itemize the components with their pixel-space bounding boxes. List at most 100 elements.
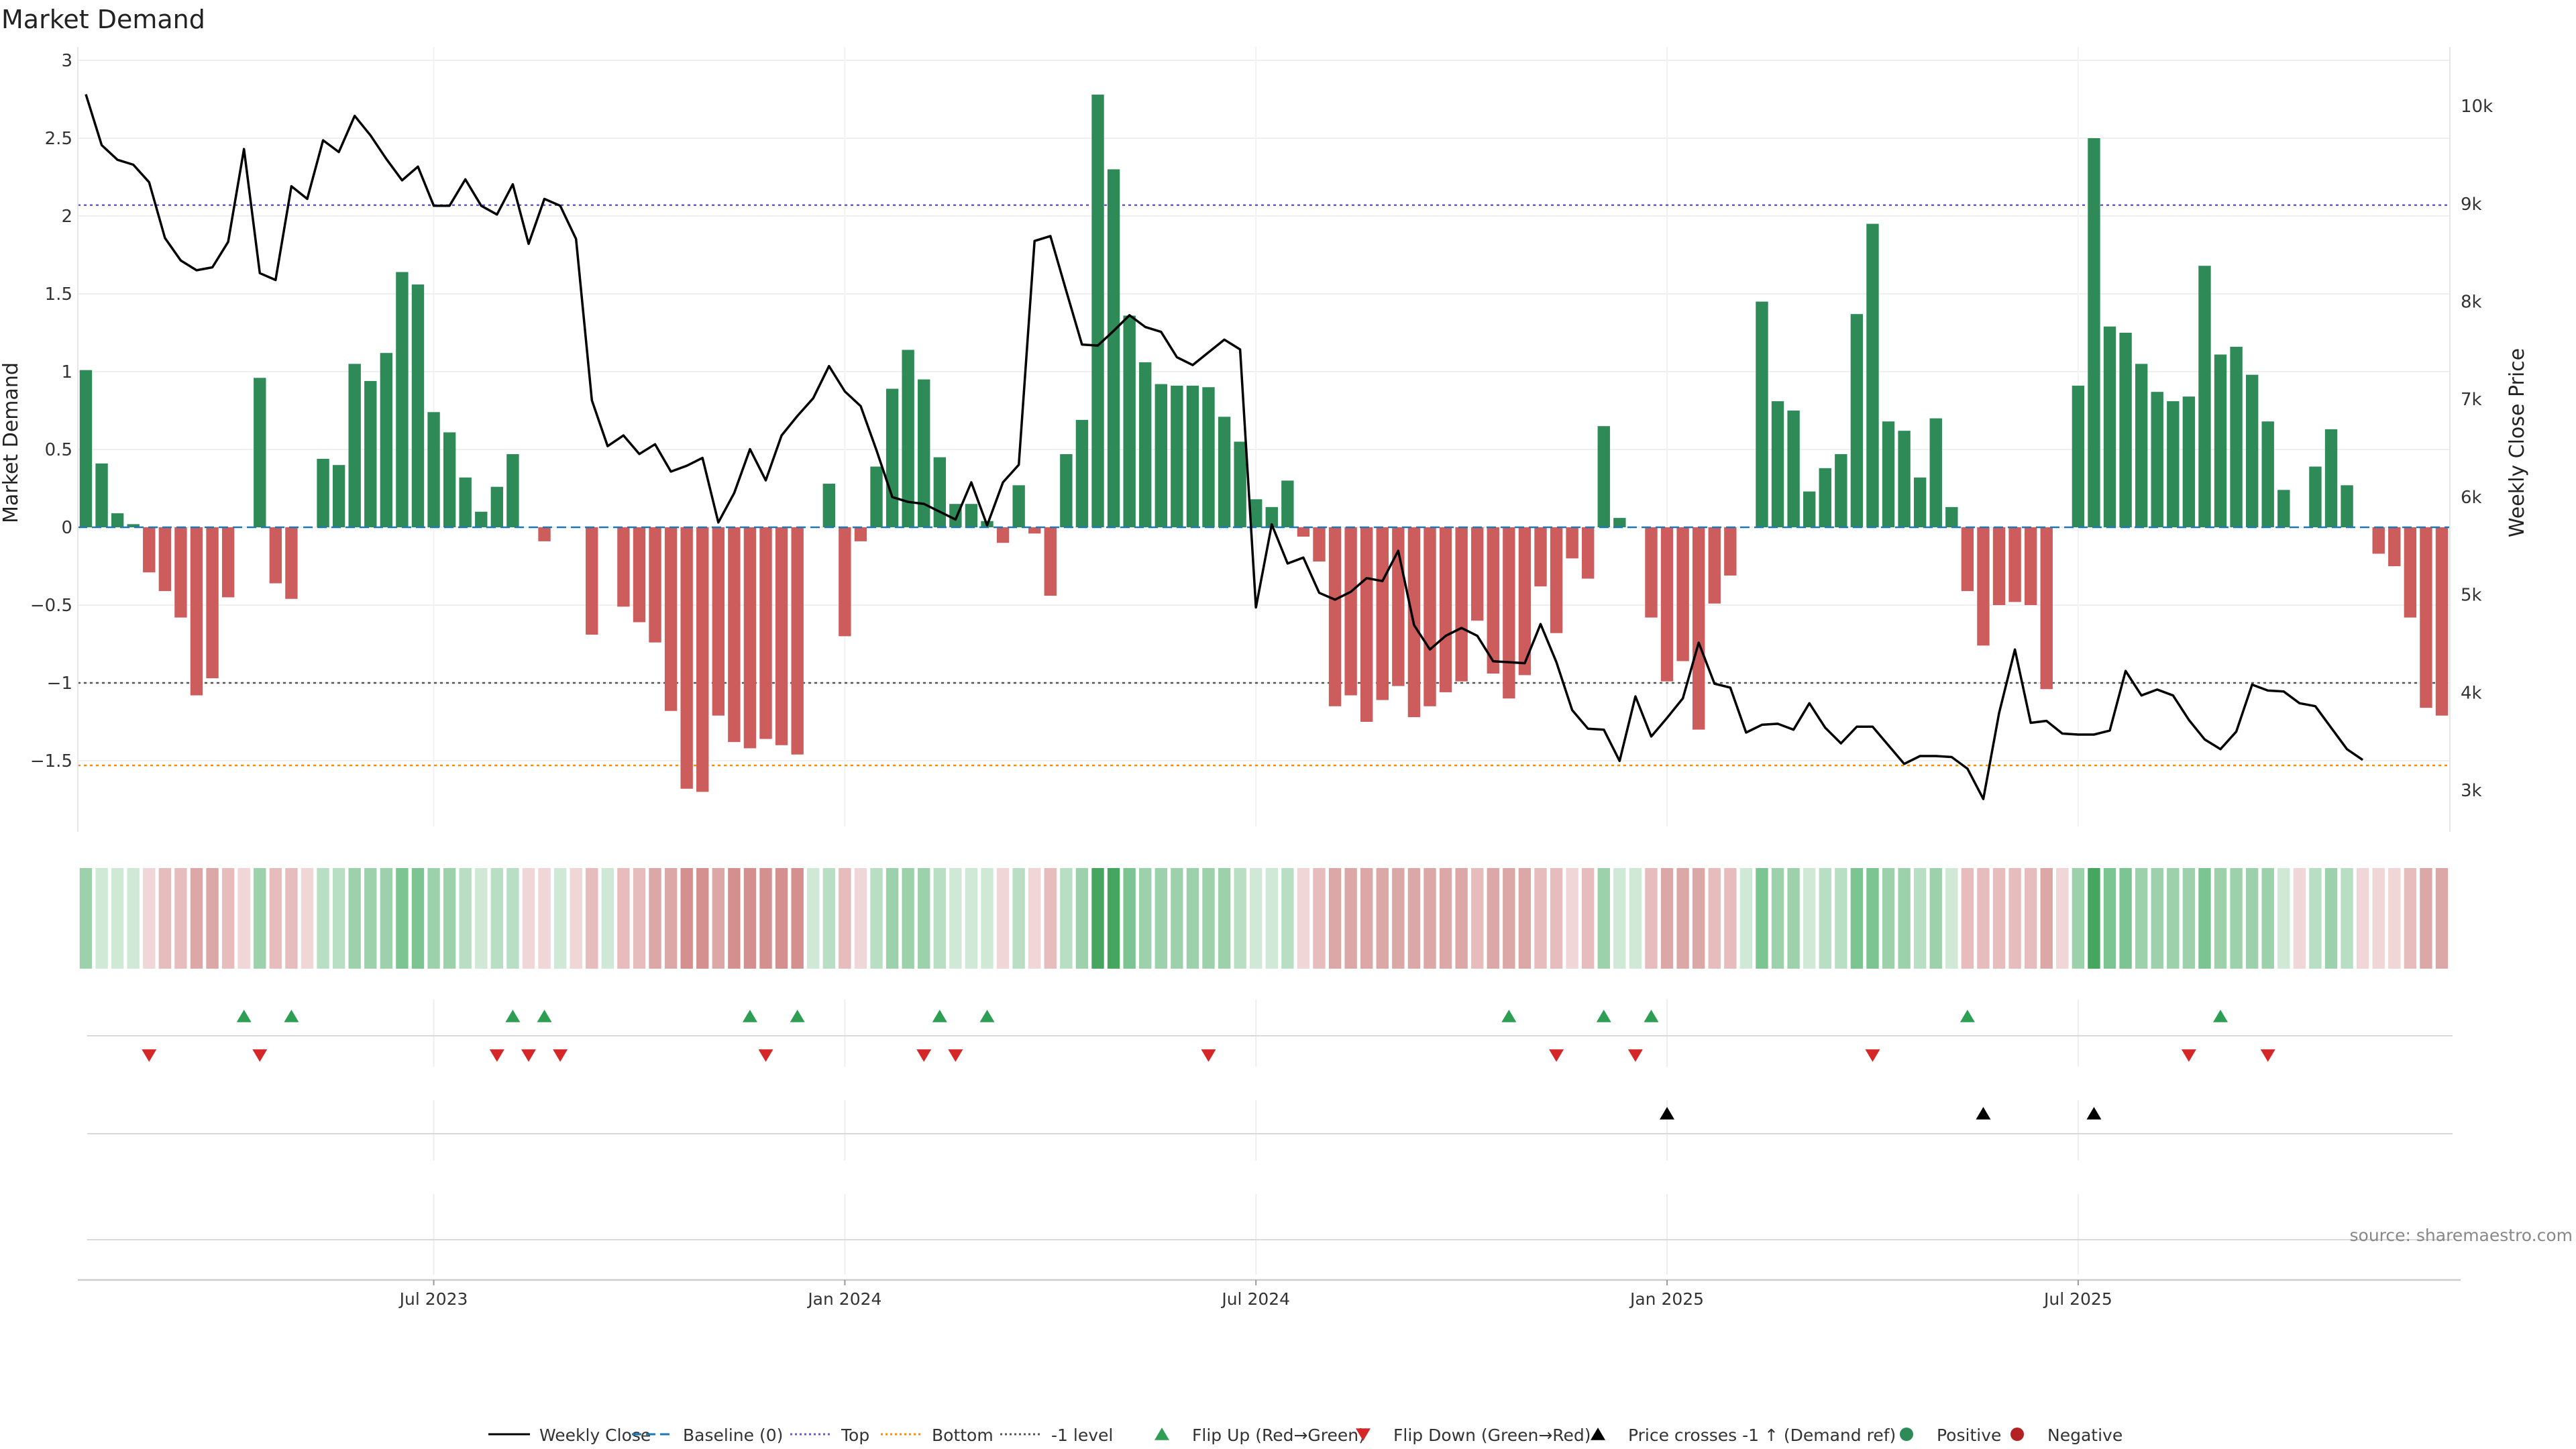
legend-label-8: Positive <box>1937 1426 2001 1445</box>
demand-bar-36 <box>649 527 661 643</box>
strip-cell-130 <box>2135 868 2148 969</box>
strip-cell-119 <box>1961 868 1974 969</box>
demand-bar-95 <box>1582 527 1595 579</box>
flip-up-marker-12 <box>2213 1010 2229 1022</box>
flip-down-marker-4 <box>553 1049 568 1062</box>
demand-bar-133 <box>2182 396 2196 527</box>
strip-cell-115 <box>1898 868 1911 969</box>
strip-cell-26 <box>490 868 504 969</box>
demand-bar-80 <box>1344 527 1357 696</box>
demand-bar-137 <box>2245 374 2259 527</box>
demand-bar-7 <box>190 527 203 696</box>
demand-bar-18 <box>364 380 377 527</box>
demand-bar-134 <box>2198 266 2211 527</box>
strip-cell-35 <box>633 868 646 969</box>
demand-bar-100 <box>1660 527 1674 682</box>
strip-cell-140 <box>2293 868 2306 969</box>
strip-cell-79 <box>1328 868 1342 969</box>
demand-bar-56 <box>965 504 978 527</box>
strip-cell-139 <box>2277 868 2290 969</box>
strip-cell-117 <box>1929 868 1942 969</box>
demand-bar-129 <box>2119 333 2132 527</box>
y2-tick-label-4: 6k <box>2461 488 2482 508</box>
strip-cell-96 <box>1597 868 1610 969</box>
demand-bar-42 <box>743 527 757 749</box>
demand-bar-2 <box>111 513 124 527</box>
strip-cell-47 <box>822 868 836 969</box>
demand-bar-54 <box>933 457 946 527</box>
strip-cell-69 <box>1171 868 1183 969</box>
strip-cell-89 <box>1487 868 1499 969</box>
demand-bar-39 <box>696 527 709 792</box>
strip-cell-129 <box>2119 868 2132 969</box>
strip-cell-87 <box>1455 868 1468 969</box>
strip-cell-7 <box>190 868 203 969</box>
strip-cell-134 <box>2198 868 2211 969</box>
demand-bar-143 <box>2341 485 2353 527</box>
demand-bar-145 <box>2372 527 2385 554</box>
strip-cell-86 <box>1439 868 1452 969</box>
strip-cell-8 <box>206 868 219 969</box>
demand-bar-1 <box>95 463 108 527</box>
demand-bar-67 <box>1139 362 1152 527</box>
strip-cell-36 <box>649 868 661 969</box>
strip-cell-147 <box>2404 868 2417 969</box>
demand-bar-139 <box>2277 490 2290 527</box>
demand-bar-118 <box>1945 506 1958 527</box>
demand-bar-72 <box>1218 417 1231 527</box>
demand-bar-73 <box>1234 441 1246 527</box>
demand-bar-17 <box>348 364 361 527</box>
strip-cell-52 <box>902 868 914 969</box>
strip-cell-33 <box>601 868 614 969</box>
demand-bar-11 <box>254 378 266 527</box>
demand-bar-50 <box>870 466 883 527</box>
demand-bar-128 <box>2103 326 2116 527</box>
demand-bar-74 <box>1250 499 1263 527</box>
strip-cell-19 <box>380 868 393 969</box>
legend-swatch-6 <box>1356 1428 1371 1441</box>
demand-bar-64 <box>1091 95 1104 528</box>
strip-cell-72 <box>1218 868 1231 969</box>
strip-cell-48 <box>839 868 851 969</box>
demand-bar-22 <box>427 412 440 527</box>
demand-bar-70 <box>1186 385 1199 527</box>
strip-cell-91 <box>1518 868 1532 969</box>
demand-bar-127 <box>2088 138 2100 527</box>
strip-cell-0 <box>79 868 93 969</box>
strip-cell-18 <box>364 868 377 969</box>
strip-cell-109 <box>1803 868 1816 969</box>
demand-bar-51 <box>885 388 899 527</box>
y-tick-label-3: 1.5 <box>45 284 72 305</box>
demand-bar-52 <box>902 350 914 527</box>
strip-cell-68 <box>1155 868 1167 969</box>
demand-bar-92 <box>1534 527 1547 587</box>
y-tick-label-4: 1 <box>61 362 72 382</box>
legend-swatch-8 <box>1900 1428 1913 1441</box>
strip-cell-92 <box>1534 868 1547 969</box>
demand-bar-68 <box>1155 384 1167 527</box>
strip-cell-38 <box>680 868 693 969</box>
demand-bar-48 <box>839 527 851 637</box>
demand-bar-87 <box>1455 527 1468 682</box>
y-tick-label-7: −0.5 <box>30 596 72 616</box>
flip-up-marker-7 <box>979 1010 995 1022</box>
strip-cell-56 <box>965 868 978 969</box>
strip-cell-57 <box>981 868 994 969</box>
demand-bar-24 <box>459 477 472 527</box>
demand-bar-124 <box>2040 527 2053 690</box>
legend-item-9: Negative <box>2010 1426 2123 1445</box>
strip-cell-44 <box>775 868 788 969</box>
y-axis-label: Market Demand <box>0 362 23 523</box>
strip-cell-127 <box>2088 868 2100 969</box>
y-tick-label-8: −1 <box>47 674 72 694</box>
demand-bar-49 <box>854 527 867 541</box>
legend-label-4: -1 level <box>1051 1426 1113 1445</box>
demand-bar-94 <box>1566 527 1578 559</box>
strip-cell-95 <box>1582 868 1595 969</box>
demand-bar-41 <box>728 527 741 743</box>
strip-cell-27 <box>506 868 519 969</box>
strip-cell-14 <box>301 868 314 969</box>
demand-bar-23 <box>443 432 456 527</box>
demand-bar-43 <box>759 527 772 739</box>
